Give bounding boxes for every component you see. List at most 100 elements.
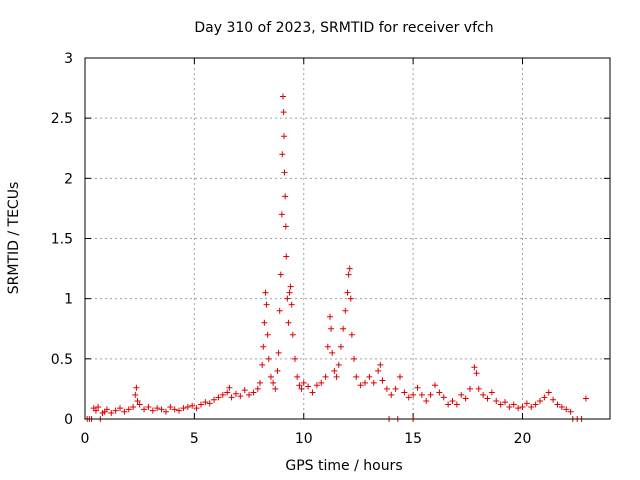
data-point [108,409,115,416]
data-point [224,389,231,396]
data-point [418,391,425,398]
data-point [582,395,589,402]
data-point [333,373,340,380]
y-tick-label: 0.5 [51,352,73,368]
data-point [197,401,204,408]
data-point [260,343,267,350]
data-point [145,403,152,410]
data-point [567,408,574,415]
data-point [112,407,119,414]
data-point [473,370,480,377]
data-point [158,406,165,413]
data-point [259,361,266,368]
data-point [331,367,338,374]
data-point [532,401,539,408]
data-point [281,133,288,140]
data-point [141,406,148,413]
data-point [467,385,473,392]
data-point [206,400,213,407]
data-point [462,395,469,402]
data-point [322,373,329,380]
data-points [84,93,589,422]
data-point [300,379,307,386]
x-tick-label: 20 [514,431,532,447]
data-point [136,401,143,408]
data-point [267,373,274,380]
data-point [502,399,508,406]
data-point [346,265,353,272]
data-point [318,379,325,386]
data-point [286,289,293,296]
data-point [344,289,351,296]
data-point [366,373,373,380]
data-point [340,325,347,332]
data-point [475,385,482,392]
data-point [550,396,557,403]
data-point [167,403,174,410]
data-point [241,387,248,394]
data-point [348,331,355,338]
data-point [309,389,316,396]
data-point [488,389,495,396]
data-point [154,405,161,412]
data-point [519,403,526,410]
y-tick-label: 2.5 [51,111,73,127]
data-point [219,391,226,398]
data-point [362,379,368,386]
data-point [121,408,128,415]
data-point [383,385,390,392]
data-point [453,401,460,408]
data-point [414,384,421,391]
chart-title: Day 310 of 2023, SRMTID for receiver vfc… [194,20,493,36]
data-point [329,349,336,356]
data-point [285,319,292,326]
data-point [263,301,270,308]
data-point [257,379,263,386]
data-point [95,403,102,410]
data-point [274,367,281,374]
data-point [237,393,244,400]
data-point [337,343,344,350]
data-point [353,373,360,380]
data-point [423,397,430,404]
grid [85,58,610,419]
data-point [117,405,123,412]
x-tick-label: 10 [295,431,313,447]
data-point [357,382,364,389]
data-point [370,379,377,386]
data-point [351,355,358,362]
data-point [347,295,354,302]
data-point [262,289,269,296]
data-point [471,364,478,371]
data-point [528,403,535,410]
data-point [281,169,288,176]
data-point [149,407,156,414]
data-point [401,389,408,396]
data-point [558,403,565,410]
data-point [176,407,183,414]
data-point [125,406,132,413]
data-point [327,313,333,320]
data-point [480,391,487,398]
data-point [510,401,517,408]
data-point [250,389,257,396]
tick-labels: 0 5 10 15 20 0 0.5 1 1.5 2 2.5 3 [51,51,532,447]
data-point [228,394,235,401]
data-point [171,406,178,413]
data-point [392,385,399,392]
data-point [432,382,438,389]
data-point [445,401,452,408]
data-point [282,193,289,200]
data-point [92,407,99,414]
data-point [523,400,530,407]
y-tick-label: 3 [64,51,73,67]
data-point [280,109,287,116]
data-point [313,382,320,389]
data-point [296,382,303,389]
data-point [134,397,141,404]
data-point [215,394,222,401]
data-point [554,401,561,408]
y-tick-label: 1.5 [51,232,73,248]
data-point [278,211,285,218]
